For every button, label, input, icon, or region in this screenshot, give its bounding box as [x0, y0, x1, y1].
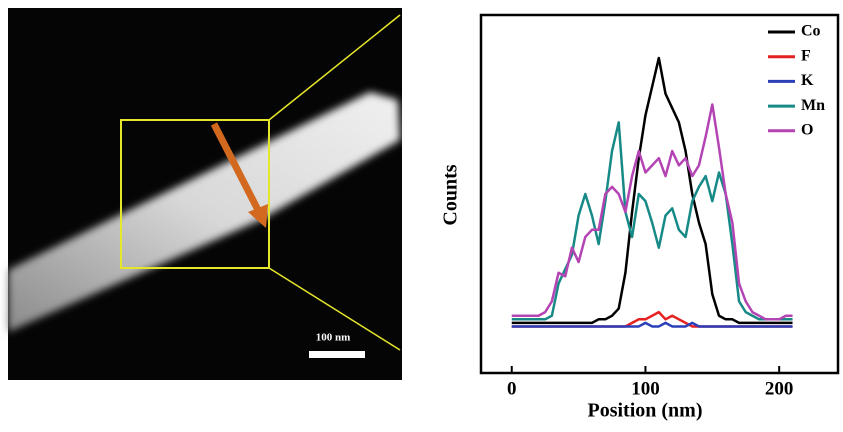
- x-tick-label: 100: [631, 378, 660, 399]
- legend-label: K: [801, 72, 814, 89]
- scale-bar: [309, 351, 365, 358]
- legend-label: Mn: [801, 97, 825, 114]
- series-line: [511, 103, 793, 321]
- plot-frame: [479, 13, 840, 375]
- x-axis-label: Position (nm): [588, 400, 703, 422]
- legend-label: O: [801, 121, 813, 138]
- zoom-box: [120, 119, 270, 269]
- x-tick-label: 200: [765, 378, 794, 399]
- nanorod: [8, 92, 400, 332]
- series-line: [511, 121, 793, 321]
- scan-arrow: [210, 122, 262, 212]
- y-axis-label: Counts: [440, 164, 462, 225]
- scale-bar-label: 100 nm: [316, 332, 351, 344]
- zoom-line: [268, 267, 401, 351]
- x-tick-label: 0: [507, 378, 517, 399]
- legend-label: F: [801, 47, 811, 64]
- legend-label: Co: [801, 23, 821, 40]
- zoom-line: [268, 14, 401, 121]
- series-line: [511, 56, 793, 325]
- series-line: [511, 321, 793, 328]
- scan-arrow-head: [248, 204, 268, 228]
